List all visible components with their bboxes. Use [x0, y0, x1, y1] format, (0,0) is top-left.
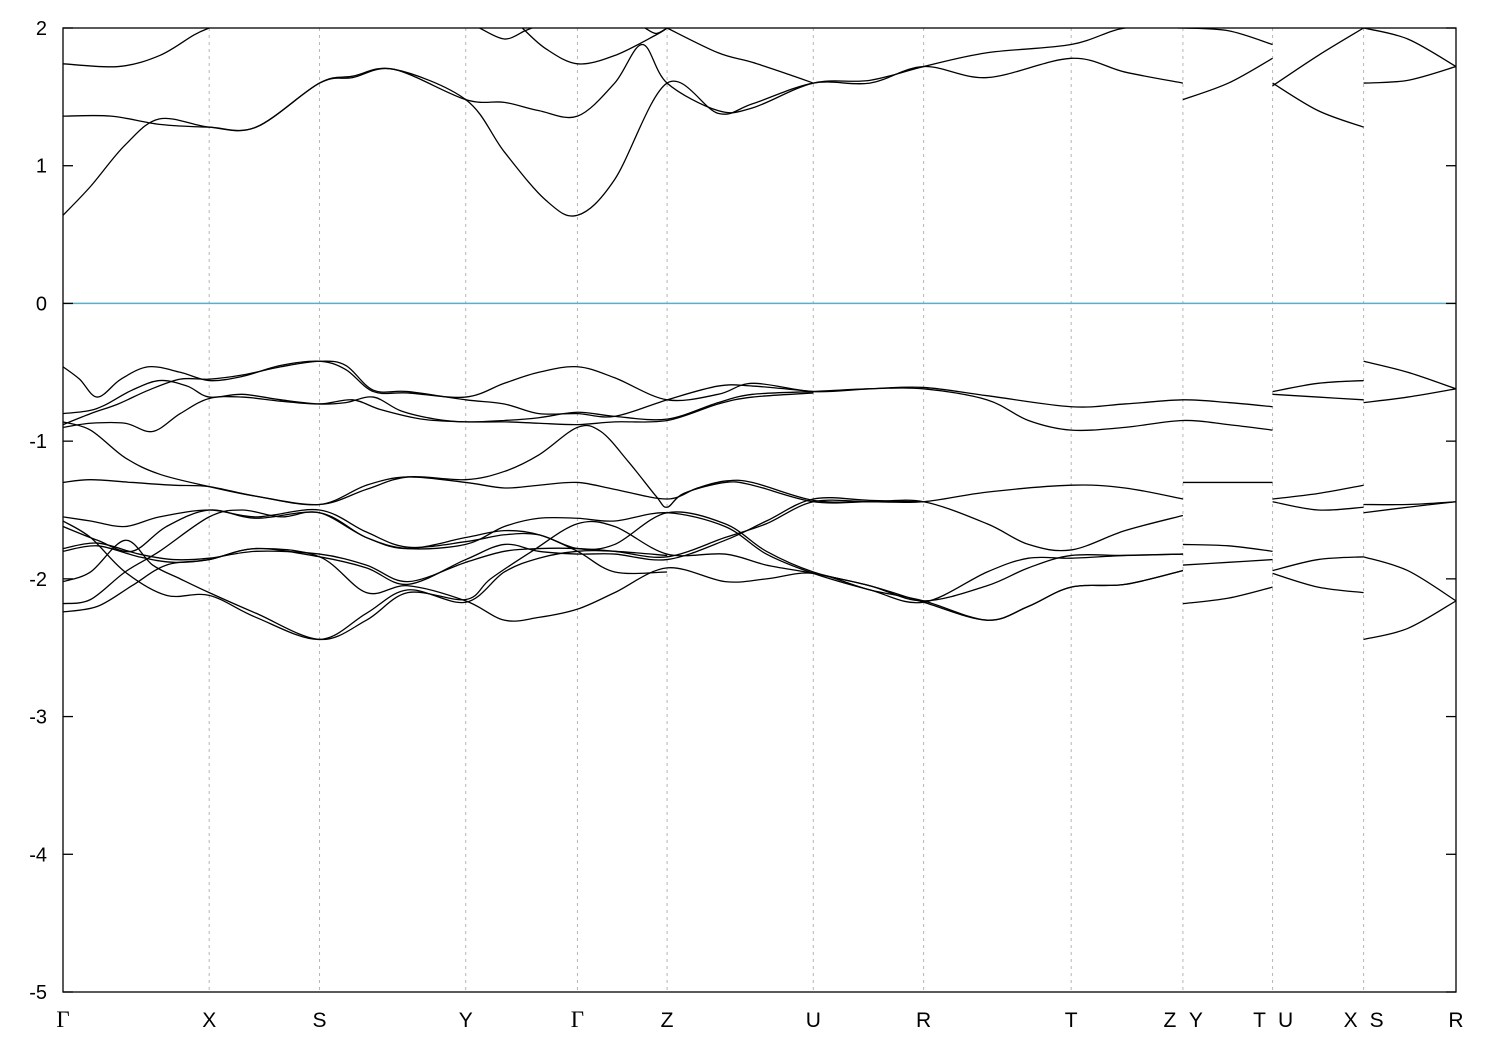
band-line	[63, 28, 210, 68]
band-line	[1363, 28, 1456, 68]
y-tick-label: 0	[36, 293, 47, 315]
band-line	[1363, 65, 1456, 84]
band-line	[63, 379, 1273, 432]
band-line	[1272, 379, 1364, 393]
plot-frame	[62, 27, 1457, 993]
x-tick-label: X	[1344, 1009, 1358, 1032]
band-line	[1272, 484, 1364, 500]
x-tick-label: T	[1065, 1009, 1078, 1032]
x-tick-label: Z	[661, 1009, 674, 1032]
band-line	[63, 57, 1184, 217]
band-lines	[63, 28, 1456, 641]
band-line	[63, 547, 1184, 622]
band-line	[1363, 501, 1456, 514]
band-line	[63, 421, 1184, 508]
x-tick-label: R	[1448, 1009, 1463, 1032]
x-tick-label: X	[202, 1009, 216, 1032]
x-tick-label: S	[313, 1009, 327, 1032]
band-line	[1272, 82, 1364, 128]
x-tick-label: Γ	[571, 1007, 584, 1032]
y-tick-label: -2	[29, 569, 47, 591]
band-line	[1272, 28, 1364, 87]
band-line	[63, 360, 814, 426]
band-line	[666, 28, 814, 84]
band-line	[1182, 57, 1273, 101]
band-line	[1182, 586, 1273, 605]
band-line	[1363, 360, 1456, 390]
band-line	[63, 509, 1183, 604]
band-line	[521, 28, 668, 65]
band-line	[1272, 572, 1364, 594]
band-line	[1363, 556, 1456, 602]
x-tick-label: U	[806, 1009, 821, 1032]
band-line	[1182, 28, 1273, 46]
band-line	[63, 509, 668, 605]
band-line	[644, 28, 668, 35]
band-line	[63, 476, 1184, 552]
x-tick-label: Y	[1189, 1009, 1203, 1032]
x-tick-label: U	[1278, 1009, 1293, 1032]
y-tick-label: -1	[29, 431, 47, 453]
band-line	[1272, 393, 1364, 401]
band-line	[1182, 558, 1273, 566]
band-line	[479, 28, 533, 40]
y-tick-label: -3	[29, 707, 47, 729]
band-line	[63, 520, 668, 641]
band-line	[1182, 543, 1273, 552]
band-line	[1272, 556, 1364, 572]
x-tick-label: T	[1253, 1009, 1266, 1032]
y-tick-label: -5	[29, 982, 47, 1004]
x-tick-label: S	[1370, 1009, 1384, 1032]
y-axis-ticks: 2 1 0 -1 -2 -3 -4 -5	[29, 18, 1456, 1004]
band-line	[63, 499, 924, 583]
y-tick-label: 2	[36, 18, 47, 40]
x-tick-label: Y	[459, 1009, 473, 1032]
x-tick-label: Z	[1164, 1009, 1177, 1032]
band-line	[63, 392, 814, 433]
x-tick-label: R	[916, 1009, 931, 1032]
band-line	[63, 360, 1273, 408]
band-line	[1363, 388, 1456, 404]
x-tick-label: Γ	[56, 1007, 69, 1032]
y-tick-label: 1	[36, 156, 47, 178]
band-line	[1272, 501, 1364, 511]
y-tick-label: -4	[29, 844, 47, 866]
band-line	[63, 28, 1183, 132]
band-line	[1363, 600, 1456, 641]
